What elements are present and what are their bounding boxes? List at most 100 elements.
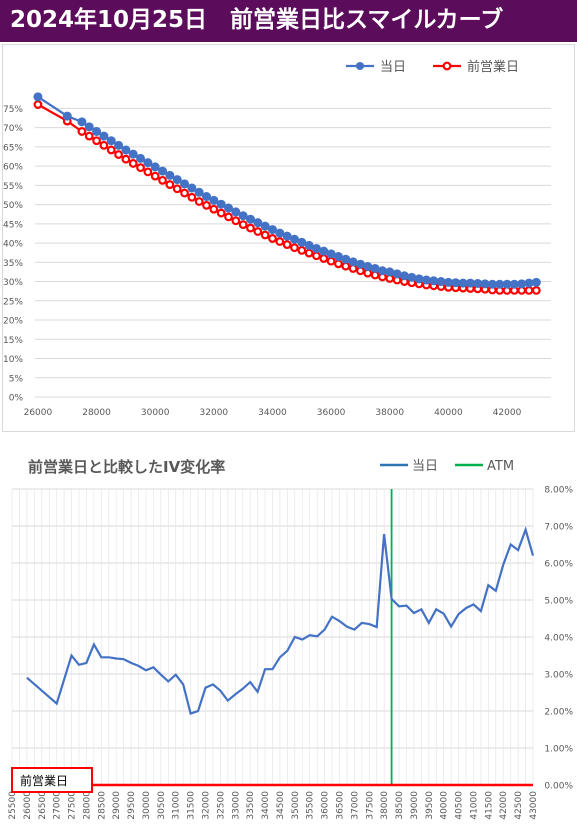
legend-label: 前営業日 xyxy=(467,59,519,75)
x-tick-label: 36000 xyxy=(321,791,331,820)
series-group xyxy=(33,92,541,295)
x-tick-label: 26500 xyxy=(38,791,48,820)
data-point xyxy=(355,259,365,269)
x-tick-label: 40000 xyxy=(434,408,463,418)
x-tick-label: 31000 xyxy=(172,791,182,820)
page-title: 2024年10月25日 前営業日比スマイルカーブ xyxy=(10,7,504,33)
legend-marker xyxy=(442,61,452,71)
data-point xyxy=(92,136,101,146)
data-point xyxy=(114,150,123,159)
data-point xyxy=(260,221,270,231)
data-point xyxy=(92,126,102,136)
data-point xyxy=(143,158,153,168)
data-point xyxy=(421,275,431,285)
y-tick-label: 0% xyxy=(9,394,24,404)
data-point xyxy=(451,278,461,288)
series-previous-day xyxy=(33,100,541,295)
x-tick-label: 42500 xyxy=(514,791,524,820)
x-tick-label: 28000 xyxy=(82,408,111,418)
y-tick-label: 70% xyxy=(3,124,23,134)
x-tick-label: 42000 xyxy=(493,408,522,418)
x-tick-label: 29500 xyxy=(127,791,137,820)
data-point xyxy=(209,204,219,214)
data-point xyxy=(524,278,534,288)
y-axis-ticks: 0% 5% 10% 15% 20% 25% 30% 35% 40% 45% 50% 55% 60% 65%… xyxy=(3,105,23,404)
data-point xyxy=(216,208,226,218)
x-tick-label: 25500 xyxy=(8,791,18,820)
data-point xyxy=(128,159,138,168)
data-point xyxy=(187,183,197,193)
x-tick-label: 30500 xyxy=(157,791,167,820)
x-tick-label: 37500 xyxy=(365,791,375,820)
data-point xyxy=(275,237,285,246)
data-point xyxy=(172,184,182,194)
x-axis-ticks: 26000 28000 30000 32000 34000 36000 38000 40000… xyxy=(24,408,522,418)
data-point xyxy=(128,149,138,159)
data-point xyxy=(304,240,314,250)
data-point xyxy=(158,166,168,176)
y-tick-label: 5% xyxy=(9,374,24,384)
data-point xyxy=(370,263,380,273)
data-point xyxy=(407,272,417,282)
data-point xyxy=(231,207,241,217)
data-point xyxy=(114,140,124,150)
x-tick-label: 40500 xyxy=(455,791,465,820)
legend-label: 当日 xyxy=(412,459,438,474)
data-point xyxy=(289,234,299,244)
data-point xyxy=(297,245,307,255)
data-point xyxy=(62,111,72,121)
data-point xyxy=(194,197,204,206)
x-axis-ticks: 25500 26000 26500 27000 27500 28000 28500 29000… xyxy=(8,791,539,820)
iv-change-svg: 前営業日と比較したIV変化率 0.00% 1.00% 2.00% 3.00% 4.00%… xyxy=(8,458,573,820)
data-point xyxy=(246,223,255,233)
data-point xyxy=(414,274,424,284)
data-point xyxy=(84,131,94,141)
data-point xyxy=(136,163,145,173)
legend: 当日 前営業日 xyxy=(346,59,519,75)
y-tick-label: 4.00% xyxy=(544,634,573,644)
x-tick-label: 34000 xyxy=(258,408,287,418)
baseline-label-frame xyxy=(11,767,93,793)
data-point xyxy=(282,231,292,241)
data-point xyxy=(99,140,109,150)
y-tick-label: 30% xyxy=(3,278,23,288)
series-line-today xyxy=(26,526,535,716)
x-tick-label: 30000 xyxy=(142,791,152,820)
x-tick-label: 36500 xyxy=(336,791,346,820)
data-point xyxy=(487,279,497,289)
legend-item: 当日 xyxy=(346,60,406,75)
data-point xyxy=(158,175,167,185)
data-point xyxy=(326,249,336,259)
data-point xyxy=(333,252,343,262)
y-tick-label: 60% xyxy=(3,163,23,173)
x-tick-label: 41000 xyxy=(470,791,480,820)
data-point xyxy=(531,277,541,287)
x-tick-label: 38500 xyxy=(395,791,405,820)
x-tick-label: 40000 xyxy=(440,791,450,820)
data-point xyxy=(377,266,387,276)
data-point xyxy=(319,254,329,263)
title-banner: 2024年10月25日 前営業日比スマイルカーブ xyxy=(0,0,577,42)
x-tick-label: 41500 xyxy=(484,791,494,820)
baseline-label-box: 前営業日 xyxy=(11,767,93,793)
iv-change-chart: 前営業日と比較したIV変化率 0.00% 1.00% 2.00% 3.00% 4.00%… xyxy=(0,436,577,827)
y-tick-label: 0.00% xyxy=(544,782,573,792)
x-tick-label: 32000 xyxy=(200,408,229,418)
y-tick-label: 20% xyxy=(3,317,23,327)
data-point xyxy=(150,162,160,172)
x-tick-label: 26000 xyxy=(23,791,33,820)
baseline-label: 前営業日 xyxy=(20,773,68,788)
data-point xyxy=(77,117,87,127)
data-point xyxy=(524,286,534,295)
data-point xyxy=(209,195,219,205)
series-line xyxy=(37,95,537,286)
data-point xyxy=(172,175,182,185)
legend-marker xyxy=(356,62,364,70)
data-point xyxy=(392,269,402,279)
y-tick-label: 25% xyxy=(3,297,23,307)
data-point xyxy=(458,278,468,288)
data-point xyxy=(480,279,490,289)
data-point xyxy=(319,246,329,256)
y-tick-label: 15% xyxy=(3,336,23,346)
y-tick-label: 7.00% xyxy=(544,523,573,533)
